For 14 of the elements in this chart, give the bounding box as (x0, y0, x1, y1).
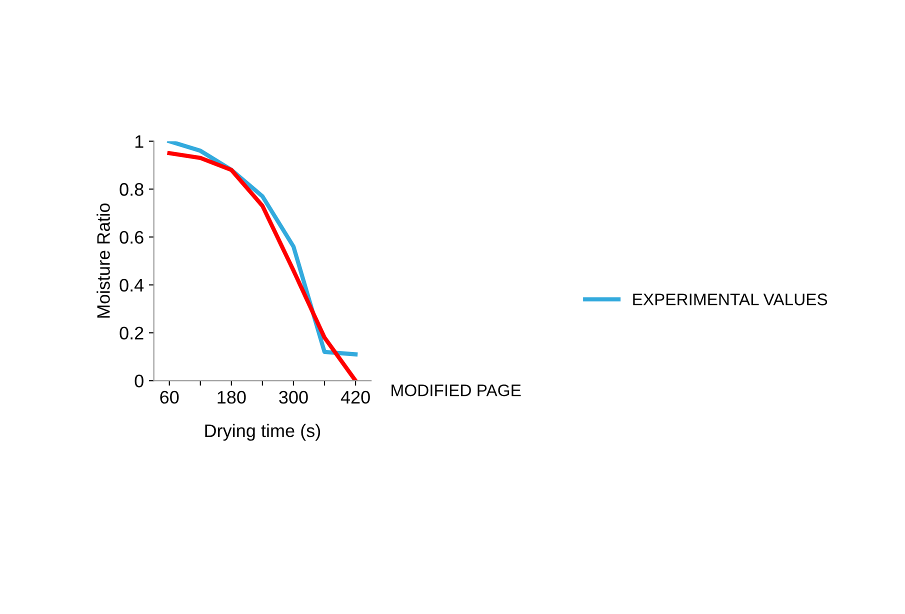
legend-label: EXPERIMENTAL VALUES (633, 294, 828, 306)
y-tick-label: 0.8 (120, 183, 144, 196)
y-tick-label: 0 (134, 374, 144, 388)
x-axis-title: Drying time (s) (205, 424, 320, 441)
y-tick-label: 1 (135, 135, 144, 148)
y-axis-title: Moisture Ratio (96, 204, 110, 318)
x-tick-label: 60 (160, 390, 179, 404)
x-tick-label: 420 (340, 390, 370, 404)
y-tick-label: 0.2 (120, 326, 144, 340)
y-tick-label: 0.6 (120, 230, 144, 244)
x-tick-label: 180 (218, 390, 246, 404)
x-tick-label: 300 (279, 390, 308, 404)
y-tick-label: 0.4 (120, 278, 144, 292)
text: MODIFIED PAGE (392, 384, 521, 396)
